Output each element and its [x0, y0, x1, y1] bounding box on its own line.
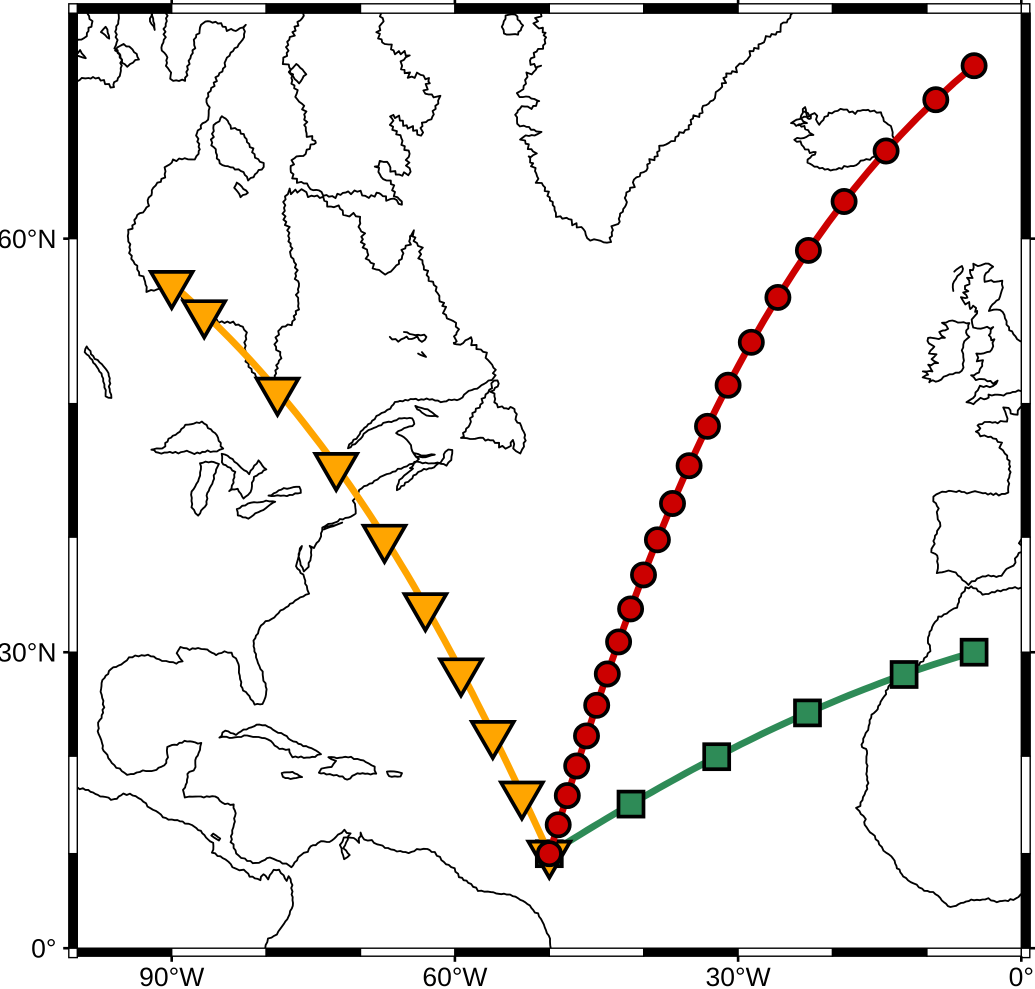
- svg-text:90°W: 90°W: [139, 962, 204, 989]
- svg-text:60°N: 60°N: [0, 224, 57, 254]
- svg-text:0°: 0°: [31, 934, 56, 964]
- svg-text:60°W: 60°W: [422, 962, 487, 989]
- svg-text:30°N: 30°N: [0, 638, 57, 668]
- svg-text:0°: 0°: [1009, 962, 1034, 989]
- svg-text:30°W: 30°W: [706, 962, 771, 989]
